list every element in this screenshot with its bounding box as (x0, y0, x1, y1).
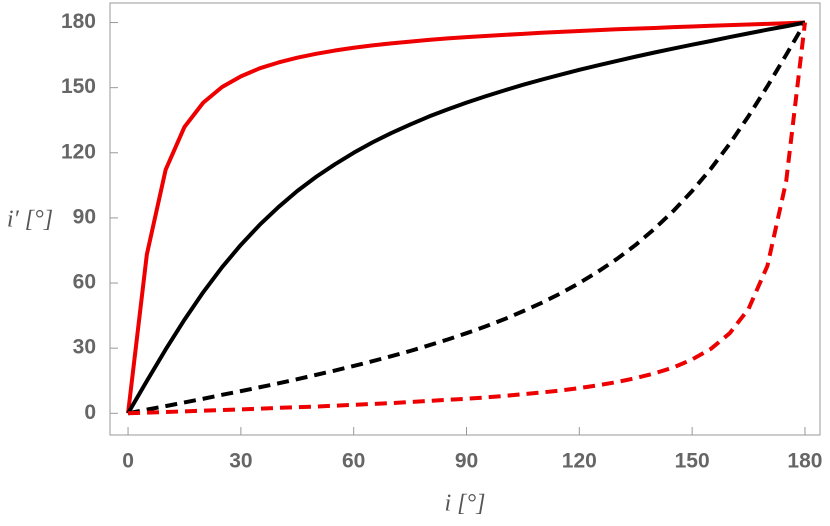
y-tick-label: 120 (61, 140, 96, 163)
series-line (126, 20, 806, 415)
x-tick-label: 0 (122, 450, 134, 473)
x-tick-label: 180 (787, 450, 822, 473)
series-line (126, 20, 806, 414)
y-tick-label: 60 (73, 271, 96, 294)
y-tick-label: 180 (61, 10, 96, 33)
y-tick-label: 0 (84, 401, 96, 424)
y-tick-label: 150 (61, 75, 96, 98)
x-tick-label: 60 (342, 450, 365, 473)
y-axis-label: i′ [°] (7, 207, 53, 233)
x-axis-label: i [°] (445, 491, 486, 517)
x-tick-label: 90 (455, 450, 478, 473)
series-line (127, 21, 807, 416)
x-tick-label: 120 (562, 450, 597, 473)
y-tick-label: 30 (73, 336, 96, 359)
x-tick-label: 30 (229, 450, 252, 473)
y-tick-label: 90 (73, 205, 96, 228)
x-tick-label: 150 (675, 450, 710, 473)
plot-frame (109, 2, 821, 436)
